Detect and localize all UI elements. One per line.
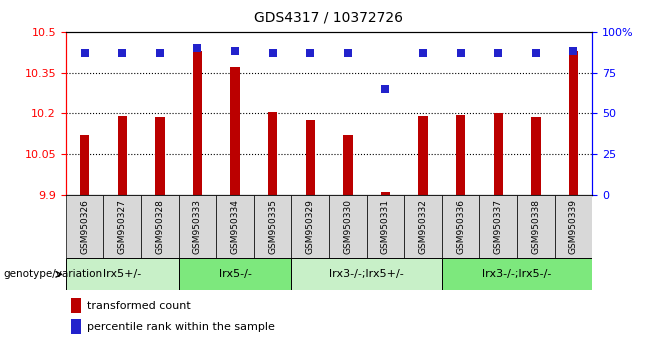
Text: GSM950329: GSM950329 <box>306 199 315 254</box>
FancyBboxPatch shape <box>442 258 592 290</box>
Bar <box>268 112 277 195</box>
FancyBboxPatch shape <box>404 195 442 258</box>
Text: transformed count: transformed count <box>87 301 191 311</box>
Bar <box>456 115 465 195</box>
Point <box>380 86 391 92</box>
Text: lrx5-/-: lrx5-/- <box>218 269 251 279</box>
Point <box>493 50 503 56</box>
Bar <box>305 120 315 195</box>
Text: GSM950327: GSM950327 <box>118 199 127 254</box>
Text: GDS4317 / 10372726: GDS4317 / 10372726 <box>255 11 403 25</box>
Bar <box>71 298 80 313</box>
Point <box>192 45 203 51</box>
Point <box>80 50 90 56</box>
Bar <box>343 135 353 195</box>
Text: GSM950339: GSM950339 <box>569 199 578 254</box>
Bar <box>71 319 80 334</box>
FancyBboxPatch shape <box>367 195 404 258</box>
FancyBboxPatch shape <box>216 195 254 258</box>
FancyBboxPatch shape <box>178 258 291 290</box>
Text: percentile rank within the sample: percentile rank within the sample <box>87 322 275 332</box>
Text: GSM950331: GSM950331 <box>381 199 390 254</box>
Text: lrx3-/-;lrx5+/-: lrx3-/-;lrx5+/- <box>329 269 404 279</box>
Bar <box>494 113 503 195</box>
FancyBboxPatch shape <box>254 195 291 258</box>
FancyBboxPatch shape <box>66 195 103 258</box>
Bar <box>569 51 578 195</box>
Text: GSM950330: GSM950330 <box>343 199 352 254</box>
FancyBboxPatch shape <box>517 195 555 258</box>
Point <box>117 50 128 56</box>
Point <box>455 50 466 56</box>
Bar <box>80 135 89 195</box>
FancyBboxPatch shape <box>329 195 367 258</box>
Text: GSM950328: GSM950328 <box>155 199 164 254</box>
Point <box>418 50 428 56</box>
Text: lrx5+/-: lrx5+/- <box>103 269 141 279</box>
Point <box>267 50 278 56</box>
Bar <box>418 116 428 195</box>
Point <box>343 50 353 56</box>
Bar <box>155 118 164 195</box>
Bar <box>531 118 540 195</box>
Text: GSM950335: GSM950335 <box>268 199 277 254</box>
Point <box>230 48 240 54</box>
FancyBboxPatch shape <box>141 195 178 258</box>
Bar <box>230 67 240 195</box>
Bar <box>193 51 202 195</box>
Text: GSM950334: GSM950334 <box>230 199 240 254</box>
Text: GSM950336: GSM950336 <box>456 199 465 254</box>
FancyBboxPatch shape <box>480 195 517 258</box>
Bar <box>118 116 127 195</box>
FancyBboxPatch shape <box>178 195 216 258</box>
Text: GSM950326: GSM950326 <box>80 199 89 254</box>
Bar <box>381 192 390 195</box>
Point <box>568 48 578 54</box>
FancyBboxPatch shape <box>103 195 141 258</box>
FancyBboxPatch shape <box>442 195 480 258</box>
Point <box>155 50 165 56</box>
Point <box>530 50 541 56</box>
FancyBboxPatch shape <box>291 258 442 290</box>
FancyBboxPatch shape <box>291 195 329 258</box>
Text: lrx3-/-;lrx5-/-: lrx3-/-;lrx5-/- <box>482 269 551 279</box>
Text: GSM950332: GSM950332 <box>418 199 428 254</box>
Point <box>305 50 315 56</box>
Text: GSM950337: GSM950337 <box>494 199 503 254</box>
Text: GSM950333: GSM950333 <box>193 199 202 254</box>
FancyBboxPatch shape <box>555 195 592 258</box>
Text: genotype/variation: genotype/variation <box>3 269 103 279</box>
Text: GSM950338: GSM950338 <box>531 199 540 254</box>
FancyBboxPatch shape <box>66 258 178 290</box>
